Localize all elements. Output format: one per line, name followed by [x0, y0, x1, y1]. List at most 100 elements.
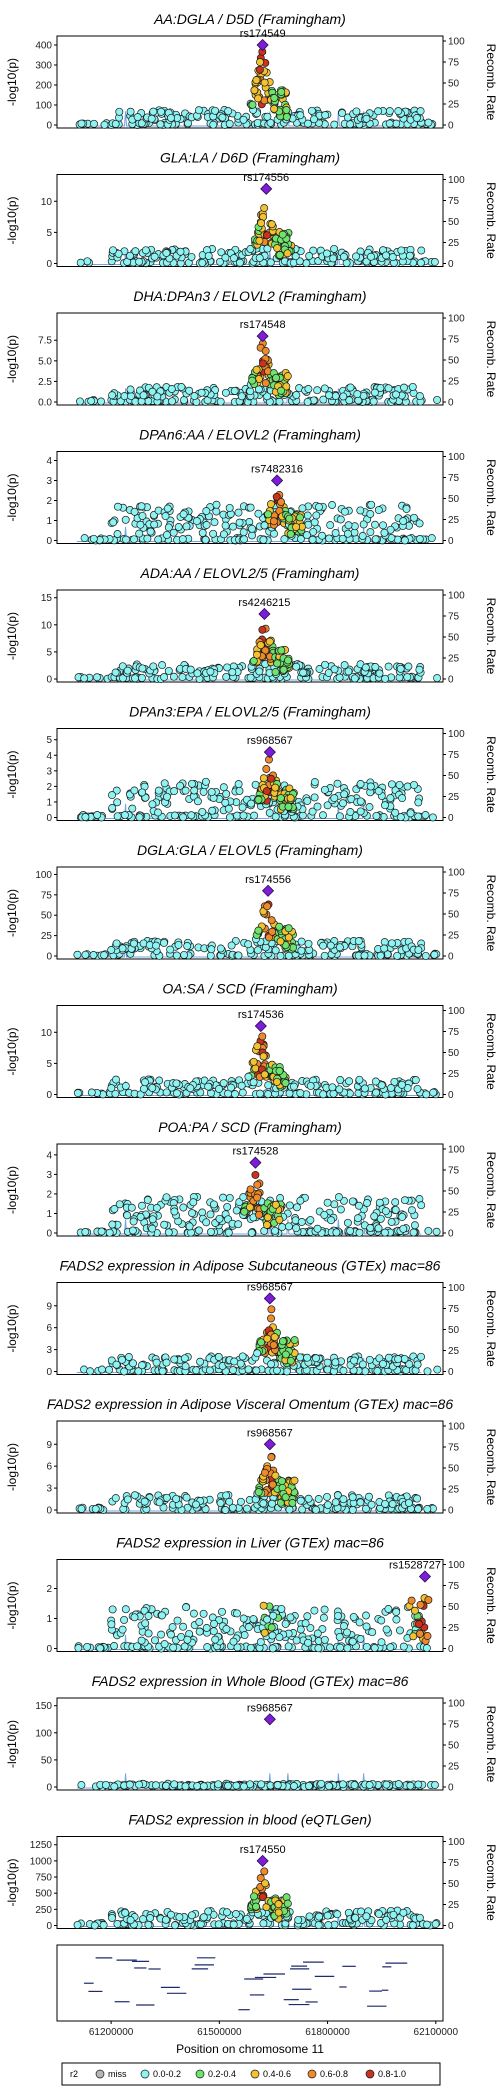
legend: r2 miss 0.0-0.2 0.2-0.4 0.4-0.6 0.6-0.8 0.8-1.… — [61, 2062, 441, 2086]
snp-point — [411, 1076, 420, 1085]
snp-point — [126, 107, 135, 116]
snp-point — [162, 1358, 171, 1367]
snp-point — [271, 1471, 280, 1480]
snp-point — [377, 1616, 386, 1625]
snp-point — [137, 1636, 146, 1645]
snp-point — [399, 517, 408, 526]
snp-point — [246, 245, 255, 253]
lead-snp-label: rs174549 — [240, 28, 286, 40]
snp-point — [128, 1226, 137, 1235]
snp-point — [348, 1493, 357, 1502]
panel-2: GLA:LA / D6D (Framingham)05100255075100-… — [5, 150, 498, 271]
snp-point — [353, 390, 362, 399]
snp-point — [267, 1305, 276, 1314]
snp-point — [238, 803, 247, 812]
snp-point — [232, 1206, 241, 1215]
snp-point — [144, 1920, 153, 1929]
recomb-tick-label: 75 — [448, 1166, 460, 1177]
snp-point — [169, 528, 178, 537]
snp-point — [340, 661, 349, 670]
snp-point — [394, 1780, 403, 1789]
panel-title: DPAn6:AA / ELOVL2 (Framingham) — [139, 427, 361, 443]
snp-point — [227, 1083, 235, 1092]
snp-point — [130, 507, 139, 516]
snp-point — [338, 534, 347, 543]
recomb-tick-label: 75 — [448, 1027, 460, 1038]
recomb-tick-label: 50 — [448, 217, 460, 228]
snp-point — [130, 535, 138, 544]
snp-point — [366, 528, 375, 537]
snp-point — [163, 504, 172, 513]
snp-point — [336, 515, 345, 524]
snp-point — [188, 779, 196, 788]
snp-point — [218, 113, 227, 122]
snp-point — [93, 673, 101, 682]
snp-point — [345, 1077, 354, 1086]
snp-point — [259, 774, 268, 783]
snp-point — [178, 673, 187, 682]
recomb-tick-label: 100 — [448, 1422, 465, 1433]
snp-point — [414, 798, 423, 807]
snp-point — [415, 519, 424, 528]
snp-point — [225, 1193, 234, 1202]
snp-point — [354, 937, 363, 946]
snp-point — [185, 1222, 194, 1231]
recomb-axis-label: Recomb. Rate — [484, 736, 498, 813]
snp-point — [248, 524, 256, 533]
snp-point — [384, 384, 393, 393]
recomb-axis-label: Recomb. Rate — [484, 1013, 498, 1090]
snp-point — [203, 1643, 212, 1652]
panel-title: OA:SA / SCD (Framingham) — [162, 981, 337, 997]
snp-point — [278, 230, 287, 239]
snp-point — [335, 1085, 344, 1094]
snp-point — [306, 1216, 315, 1225]
legend-swatch — [140, 2069, 150, 2079]
snp-point — [175, 1913, 184, 1922]
snp-point — [127, 1203, 136, 1212]
snp-point — [304, 939, 313, 948]
snp-point — [294, 1915, 303, 1924]
y-tick-label: 1 — [46, 1209, 52, 1220]
snp-point — [323, 1911, 332, 1920]
plot-frame — [56, 312, 444, 406]
snp-point — [222, 1625, 231, 1633]
snp-point — [380, 528, 389, 537]
y-tick-label: 25 — [41, 931, 53, 942]
snp-point — [406, 809, 415, 818]
x-tick-label: 61500000 — [197, 2027, 242, 2038]
snp-point — [201, 777, 210, 786]
snp-point — [424, 118, 433, 127]
snp-point — [286, 1613, 295, 1622]
snp-point — [324, 1921, 333, 1930]
y-tick-label: 4 — [46, 751, 52, 762]
snp-point — [179, 1203, 188, 1212]
snp-point — [214, 1780, 223, 1789]
snp-point — [239, 528, 248, 537]
lead-snp-marker — [263, 1438, 276, 1451]
recomb-tick-label: 50 — [448, 356, 460, 367]
snp-point — [349, 1612, 358, 1621]
snp-point — [167, 1910, 175, 1919]
snp-point — [130, 786, 139, 795]
snp-point — [199, 1782, 208, 1791]
legend-title: r2 — [70, 2069, 78, 2079]
snp-point — [160, 1640, 169, 1649]
snp-point — [414, 1620, 423, 1629]
snp-point — [229, 254, 238, 263]
lead-snp-label: rs7482316 — [251, 464, 303, 476]
y-tick-label: 3 — [46, 476, 52, 487]
lead-snp-label: rs1528727 — [389, 1560, 441, 1572]
snp-point — [152, 1358, 161, 1367]
panel-6: DPAn3:EPA / ELOVL2/5 (Framingham)0123450… — [5, 704, 498, 825]
recomb-tick-label: 100 — [448, 314, 465, 325]
snp-point — [138, 1361, 146, 1370]
snp-point — [120, 392, 129, 401]
snp-point — [417, 246, 426, 255]
snp-point — [424, 1595, 433, 1604]
snp-point — [139, 1915, 147, 1924]
snp-point — [417, 1352, 425, 1361]
y-tick-label: 4 — [46, 1150, 52, 1161]
snp-point — [209, 1200, 218, 1209]
snp-point — [167, 1630, 175, 1639]
snp-point — [339, 1495, 348, 1504]
